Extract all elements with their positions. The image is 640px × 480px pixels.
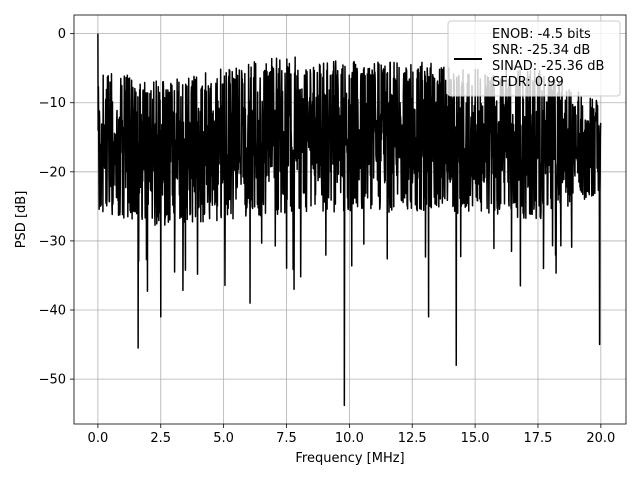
x-tick-label: 20.0 bbox=[586, 431, 615, 446]
legend-entry-snr: SNR: -25.34 dB bbox=[492, 43, 590, 58]
legend-entry-sinad: SINAD: -25.36 dB bbox=[492, 59, 604, 74]
axis-ticks: 0.0 2.5 5.0 7.5 10.0 12.5 15.0 17.5 20.0 0 −10 −20 −… bbox=[39, 27, 616, 446]
plot-frame bbox=[73, 14, 627, 425]
psd-series-line bbox=[97, 33, 602, 407]
y-axis-label: PSD [dB] bbox=[14, 191, 29, 249]
x-tick-label: 17.5 bbox=[524, 431, 553, 446]
series-layer bbox=[97, 33, 602, 407]
y-tick-label: −40 bbox=[39, 304, 66, 319]
y-tick-label: −20 bbox=[39, 165, 66, 180]
legend: ENOB: -4.5 bits SNR: -25.34 dB SINAD: -2… bbox=[447, 20, 621, 97]
x-tick-label: 12.5 bbox=[398, 431, 427, 446]
y-tick-label: −30 bbox=[39, 234, 66, 249]
x-tick-label: 0.0 bbox=[88, 431, 109, 446]
x-tick-label: 2.5 bbox=[150, 431, 171, 446]
x-axis-label: Frequency [MHz] bbox=[295, 451, 404, 466]
y-tick-label: −50 bbox=[39, 373, 66, 388]
legend-box bbox=[447, 20, 621, 97]
legend-entry-sfdr: SFDR: 0.99 bbox=[492, 75, 564, 90]
legend-entry-enob: ENOB: -4.5 bits bbox=[492, 27, 591, 42]
x-tick-label: 10.0 bbox=[335, 431, 364, 446]
y-tick-label: 0 bbox=[58, 27, 66, 42]
x-tick-label: 7.5 bbox=[276, 431, 297, 446]
y-tick-label: −10 bbox=[39, 96, 66, 111]
x-tick-label: 15.0 bbox=[461, 431, 490, 446]
x-tick-label: 5.0 bbox=[213, 431, 234, 446]
